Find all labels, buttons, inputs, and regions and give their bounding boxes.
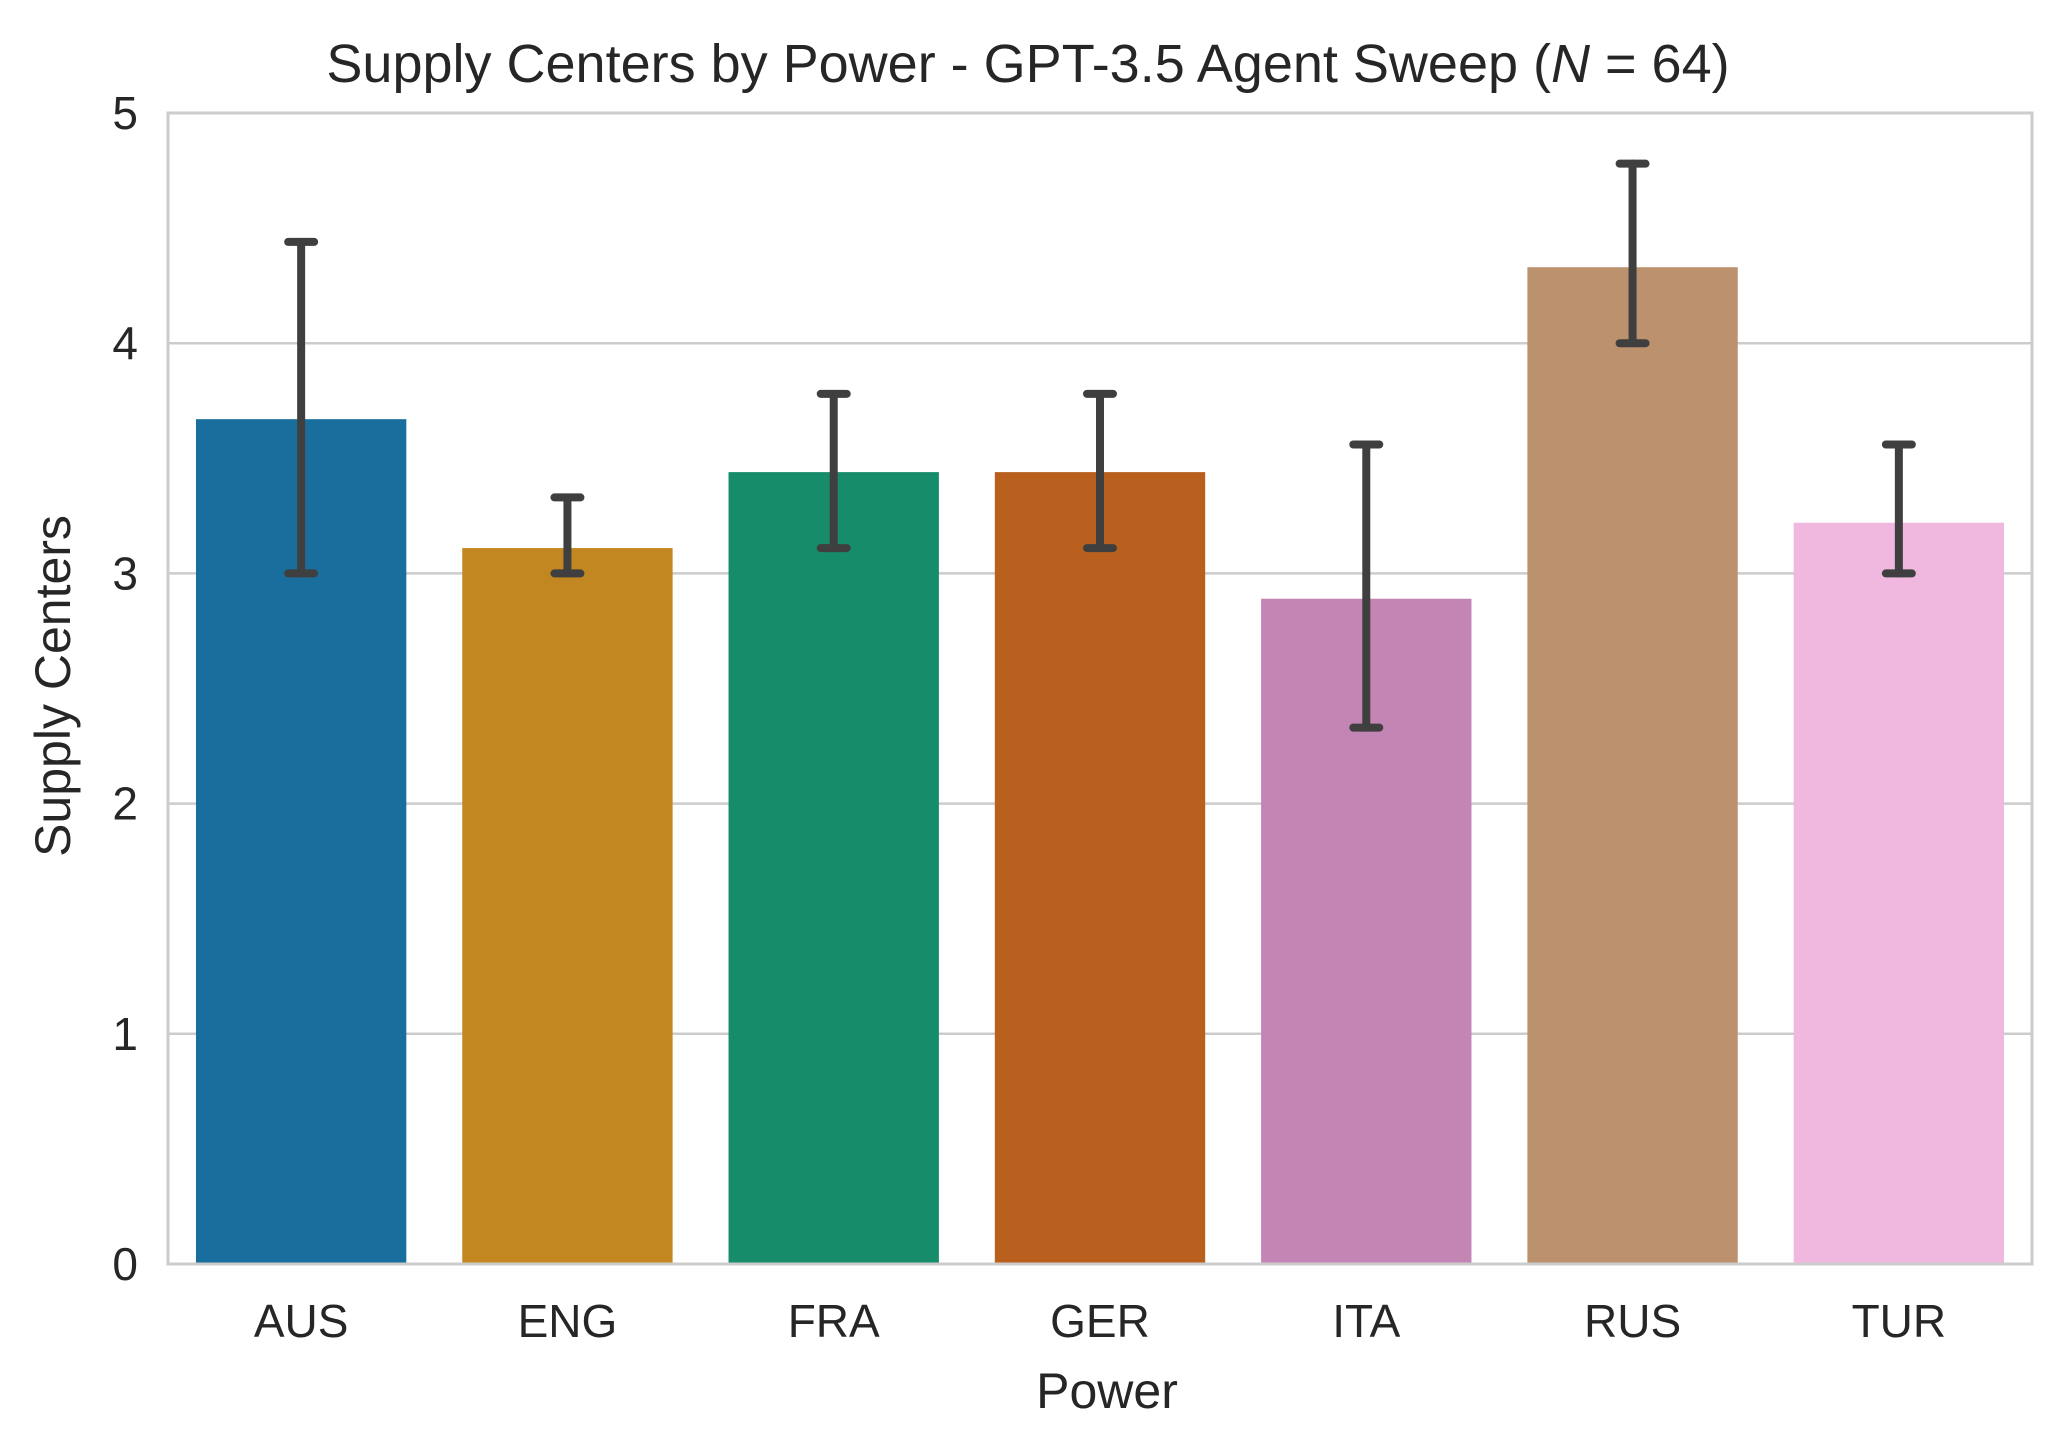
x-tick-label-tur: TUR <box>1852 1295 1947 1347</box>
x-tick-label-fra: FRA <box>788 1295 880 1347</box>
x-axis-label: Power <box>1036 1363 1178 1419</box>
error-bar-ita <box>1349 440 1384 732</box>
bar-fra <box>728 472 939 1264</box>
y-axis-label: Supply Centers <box>25 515 81 857</box>
error-bars <box>284 159 1916 732</box>
y-tick-label: 4 <box>112 317 138 369</box>
x-tick-label-eng: ENG <box>518 1295 618 1347</box>
bar-ger <box>994 472 1206 1264</box>
chart-title-var: N <box>1551 34 1591 94</box>
x-tick-label-ger: GER <box>1050 1295 1150 1347</box>
x-tick-labels: AUS ENG FRA GER ITA RUS TUR <box>254 1295 1946 1347</box>
error-bar-ger <box>1083 389 1117 553</box>
y-tick-label: 3 <box>112 547 138 599</box>
y-tick-label: 2 <box>112 778 138 830</box>
chart-title-main: Supply Centers by Power - GPT-3.5 Agent … <box>326 34 1551 94</box>
y-tick-label: 0 <box>112 1238 138 1290</box>
error-bar-eng <box>550 493 585 578</box>
chart-title: Supply Centers by Power - GPT-3.5 Agent … <box>326 34 1729 94</box>
bar-eng <box>462 548 673 1264</box>
y-tick-label: 1 <box>112 1008 138 1060</box>
bars <box>195 267 2005 1264</box>
x-tick-label-rus: RUS <box>1584 1295 1681 1347</box>
y-tick-label: 5 <box>112 87 138 139</box>
bar-tur <box>1793 522 2005 1264</box>
y-tick-labels: 0 1 2 3 4 5 <box>112 87 138 1290</box>
error-bar-tur <box>1881 440 1916 578</box>
bar-rus <box>1527 267 1738 1264</box>
chart-title-rest: = 64) <box>1590 34 1730 94</box>
plot-frame <box>166 111 2034 1266</box>
error-bar-rus <box>1615 159 1650 348</box>
error-bar-aus <box>284 237 319 578</box>
x-tick-label-aus: AUS <box>254 1295 349 1347</box>
x-tick-label-ita: ITA <box>1332 1295 1400 1347</box>
error-bar-fra <box>816 389 851 553</box>
